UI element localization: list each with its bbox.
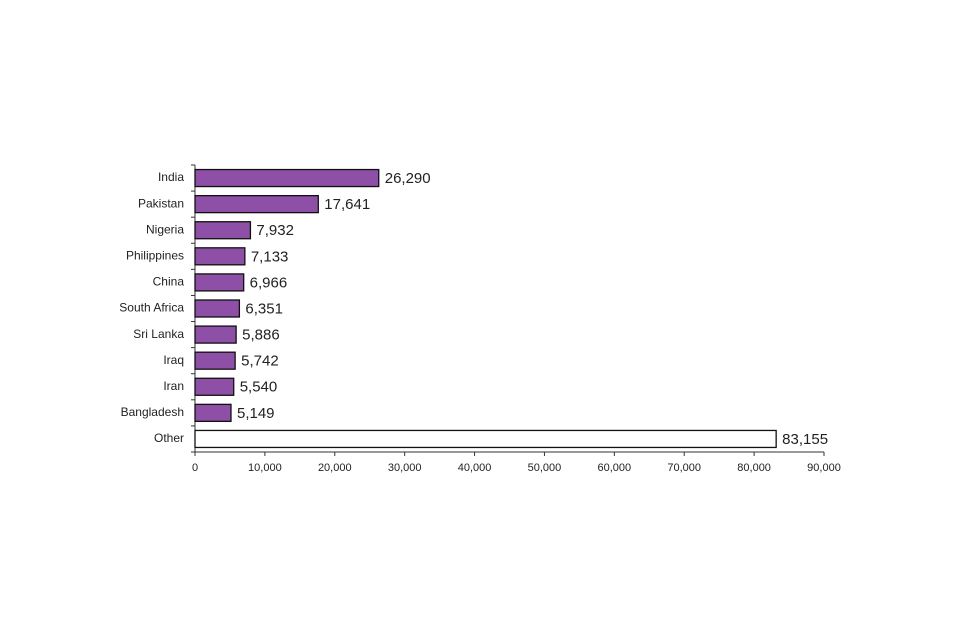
bar	[194, 377, 235, 396]
value-label: 5,149	[237, 405, 275, 422]
bar	[194, 403, 232, 423]
x-tick-label: 0	[192, 462, 198, 474]
bar	[194, 168, 380, 188]
x-tick-label: 10,000	[248, 462, 282, 474]
x-tick-label: 90,000	[807, 462, 841, 474]
value-label: 5,742	[241, 353, 279, 370]
bar	[194, 325, 237, 344]
bar	[194, 221, 252, 240]
y-tick-label: Iraq	[163, 353, 184, 367]
value-label: 5,540	[240, 379, 278, 396]
x-tick-label: 40,000	[458, 462, 492, 474]
y-tick-label: Nigeria	[146, 222, 184, 236]
bar	[194, 247, 246, 266]
x-tick-label: 70,000	[667, 462, 701, 474]
y-tick-label: Bangladesh	[121, 405, 184, 419]
value-label: 83,155	[782, 431, 828, 448]
x-tick-label: 60,000	[598, 462, 632, 474]
bar	[194, 351, 236, 370]
bar	[194, 299, 241, 318]
x-tick-label: 30,000	[388, 462, 422, 474]
y-tick-label: South Africa	[119, 301, 184, 315]
bar	[194, 194, 319, 214]
y-tick-label: Pakistan	[138, 196, 184, 210]
value-label: 7,932	[256, 222, 294, 239]
x-tick-label: 20,000	[318, 462, 352, 474]
x-tick-label: 50,000	[528, 462, 562, 474]
x-tick-label: 80,000	[737, 462, 771, 474]
y-tick-label: China	[153, 275, 185, 289]
y-tick-label: Philippines	[126, 248, 184, 262]
y-tick-label: Sri Lanka	[133, 327, 184, 341]
value-label: 5,886	[242, 327, 280, 344]
bar	[194, 429, 777, 449]
y-tick-label: India	[158, 170, 184, 184]
bar	[194, 273, 245, 292]
value-label: 6,351	[245, 300, 283, 317]
value-label: 7,133	[251, 248, 289, 265]
y-tick-label: Iran	[163, 379, 184, 393]
value-label: 17,641	[324, 196, 370, 213]
y-tick-label: Other	[154, 431, 184, 445]
value-label: 6,966	[250, 274, 288, 291]
value-label: 26,290	[385, 170, 431, 187]
